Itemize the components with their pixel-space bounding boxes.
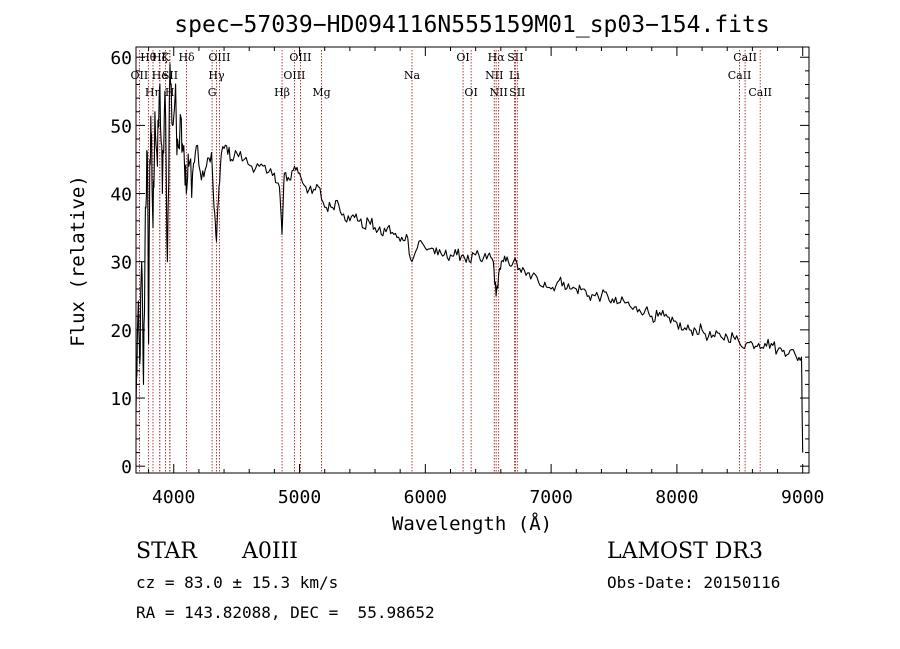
line-label-8: Hδ: [178, 51, 195, 64]
line-label-12: Hβ: [274, 86, 290, 99]
line-label-5: K: [161, 51, 170, 64]
line-label-9: G: [208, 86, 217, 99]
line-label-11: OIII: [208, 51, 230, 64]
line-label-19: NII: [485, 69, 503, 82]
y-tick-label-50: 50: [110, 116, 132, 137]
x-tick-label-6000: 6000: [404, 487, 447, 508]
y-tick-label-60: 60: [110, 48, 132, 69]
x-tick-label-8000: 8000: [655, 487, 698, 508]
spectral-line-markers: OIIHθHηHeHζKSIIHHδGHγOIIIHβOIIIOIIIMgNaO…: [131, 50, 772, 473]
line-label-20: Hα: [488, 51, 506, 64]
line-label-0: OII: [131, 69, 149, 82]
y-tick-label-20: 20: [110, 321, 132, 342]
line-label-23: SII: [507, 51, 523, 64]
line-label-18: OI: [464, 86, 477, 99]
y-axis-label: Flux (relative): [67, 175, 89, 347]
spectrum-series: [135, 63, 804, 453]
redshift-velocity: cz = 83.0 ± 15.3 km/s: [136, 573, 339, 592]
line-label-14: OIII: [289, 51, 311, 64]
line-label-24: SII: [509, 86, 525, 99]
object-subclass: A0III: [242, 539, 298, 564]
x-axis-label: Wavelength (Å): [392, 512, 552, 535]
line-label-17: OI: [456, 51, 469, 64]
plot-frame: [135, 46, 810, 474]
axes: 4000 5000 6000 7000 8000 9000 0 10 20 30 40 50 60: [110, 47, 824, 508]
object-type: STAR: [136, 539, 197, 564]
y-tick-label-0: 0: [121, 457, 132, 478]
flux-line: [135, 63, 804, 453]
line-label-4: Hζ: [152, 51, 168, 64]
line-label-27: CaII: [748, 86, 772, 99]
y-tick-label-30: 30: [110, 253, 132, 274]
survey-name: LAMOST DR3: [607, 539, 763, 564]
y-tick-label-10: 10: [110, 389, 132, 410]
chart-title: spec−57039−HD094116N555159M01_sp03−154.f…: [174, 12, 769, 38]
line-label-26: CaII: [733, 51, 757, 64]
line-label-25: CaII: [728, 69, 752, 82]
line-label-21: NII: [490, 86, 508, 99]
observation-date: Obs-Date: 20150116: [607, 573, 781, 592]
coordinates: RA = 143.82088, DEC = 55.98652: [136, 603, 435, 622]
line-label-16: Na: [404, 69, 421, 82]
x-tick-label-7000: 7000: [529, 487, 572, 508]
line-label-13: OIII: [283, 69, 305, 82]
y-tick-label-40: 40: [110, 185, 132, 206]
x-tick-label-5000: 5000: [278, 487, 321, 508]
line-label-10: Hγ: [208, 69, 225, 82]
line-label-2: Hη: [145, 86, 161, 99]
line-label-15: Mg: [312, 86, 330, 99]
x-tick-label-9000: 9000: [781, 487, 824, 508]
x-tick-label-4000: 4000: [152, 487, 195, 508]
line-label-22: Li: [509, 69, 520, 82]
